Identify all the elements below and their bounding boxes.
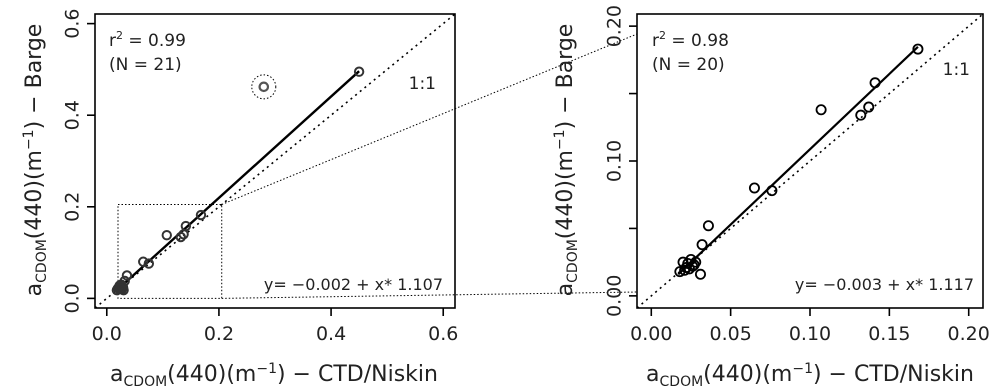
right-r2-label: r2 = 0.98	[652, 29, 729, 51]
data-point	[143, 258, 155, 269]
data-point	[121, 270, 133, 281]
right-panel: 0.00 0.05 0.10 0.15 0.20 0.00 0.10 0.20 r2 = 0…	[552, 5, 990, 389]
data-point	[702, 220, 714, 232]
right-one-to-one-line	[636, 13, 984, 309]
data-point	[863, 101, 875, 113]
data-point	[117, 281, 128, 292]
right-points	[674, 43, 924, 280]
left-points	[111, 66, 365, 296]
data-point	[161, 229, 172, 241]
left-y-tick-labels: 0.0 0.2 0.4 0.6	[62, 9, 84, 314]
data-point	[175, 231, 186, 243]
data-point	[138, 256, 149, 267]
left-n-label: (N = 21)	[109, 55, 182, 75]
data-point	[912, 43, 924, 55]
left-axis-ticks	[87, 22, 445, 316]
right-x-tick-label: 0.20	[948, 323, 990, 345]
left-y-tick-label: 0.0	[62, 283, 84, 313]
left-plot-frame	[94, 13, 456, 309]
right-y-axis-label: aCDOM(440)(m−1) − Barge	[552, 24, 581, 297]
data-point	[115, 283, 126, 294]
zoom-connector-top	[221, 33, 638, 205]
right-y-tick-label: 0.00	[604, 275, 626, 317]
left-x-tick-label: 0.2	[204, 323, 234, 345]
right-x-axis-label: aCDOM(440)(m−1) − CTD/Niskin	[646, 361, 974, 389]
left-equation: y= −0.002 + x* 1.107	[264, 275, 443, 294]
data-point	[748, 182, 760, 194]
outlier-point	[258, 81, 270, 93]
data-point	[855, 109, 867, 121]
right-x-tick-label: 0.05	[709, 323, 751, 345]
left-x-tick-label: 0.0	[92, 323, 122, 345]
right-n-label: (N = 20)	[652, 55, 725, 75]
data-point	[696, 239, 708, 251]
right-x-tick-label: 0.15	[868, 323, 910, 345]
right-y-tick-label: 0.20	[604, 5, 626, 47]
right-axis-ticks	[629, 25, 970, 316]
data-point	[869, 77, 881, 89]
right-y-tick-label: 0.10	[604, 140, 626, 182]
data-point	[180, 220, 192, 232]
left-one-to-one-label: 1:1	[409, 74, 436, 94]
left-x-tick-labels: 0.0 0.2 0.4 0.6	[92, 323, 459, 345]
right-one-to-one-label: 1:1	[943, 60, 970, 80]
left-outlier-marker	[251, 74, 277, 100]
data-point	[690, 256, 702, 268]
zoom-connector-bottom	[221, 291, 638, 299]
right-fit-line	[677, 46, 919, 276]
left-panel: 0.0 0.2 0.4 0.6 0.0 0.2 0.4 0.6 r2 = 0.99 (N =…	[21, 9, 458, 389]
left-x-tick-label: 0.4	[316, 323, 346, 345]
right-y-tick-labels: 0.00 0.10 0.20	[604, 5, 626, 317]
data-point	[694, 268, 706, 280]
left-y-tick-label: 0.2	[62, 192, 84, 222]
data-point	[195, 209, 207, 221]
left-fit-line	[116, 70, 360, 292]
left-r2-label: r2 = 0.99	[109, 29, 186, 51]
left-inset-box	[117, 204, 223, 299]
right-x-tick-label: 0.10	[789, 323, 831, 345]
right-x-tick-labels: 0.00 0.05 0.10 0.15 0.20	[630, 323, 990, 345]
left-y-tick-label: 0.6	[62, 9, 84, 39]
right-x-tick-label: 0.00	[630, 323, 672, 345]
data-point	[766, 185, 778, 197]
left-y-axis-label: aCDOM(440)(m−1) − Barge	[21, 24, 50, 297]
outlier-ring	[251, 74, 277, 100]
data-point	[119, 275, 130, 287]
data-point	[815, 104, 827, 116]
left-x-tick-label: 0.6	[428, 323, 458, 345]
data-point	[353, 66, 365, 77]
right-equation: y= −0.003 + x* 1.117	[795, 275, 974, 294]
left-x-axis-label: aCDOM(440)(m−1) − CTD/Niskin	[110, 361, 438, 389]
left-y-tick-label: 0.4	[62, 100, 84, 130]
